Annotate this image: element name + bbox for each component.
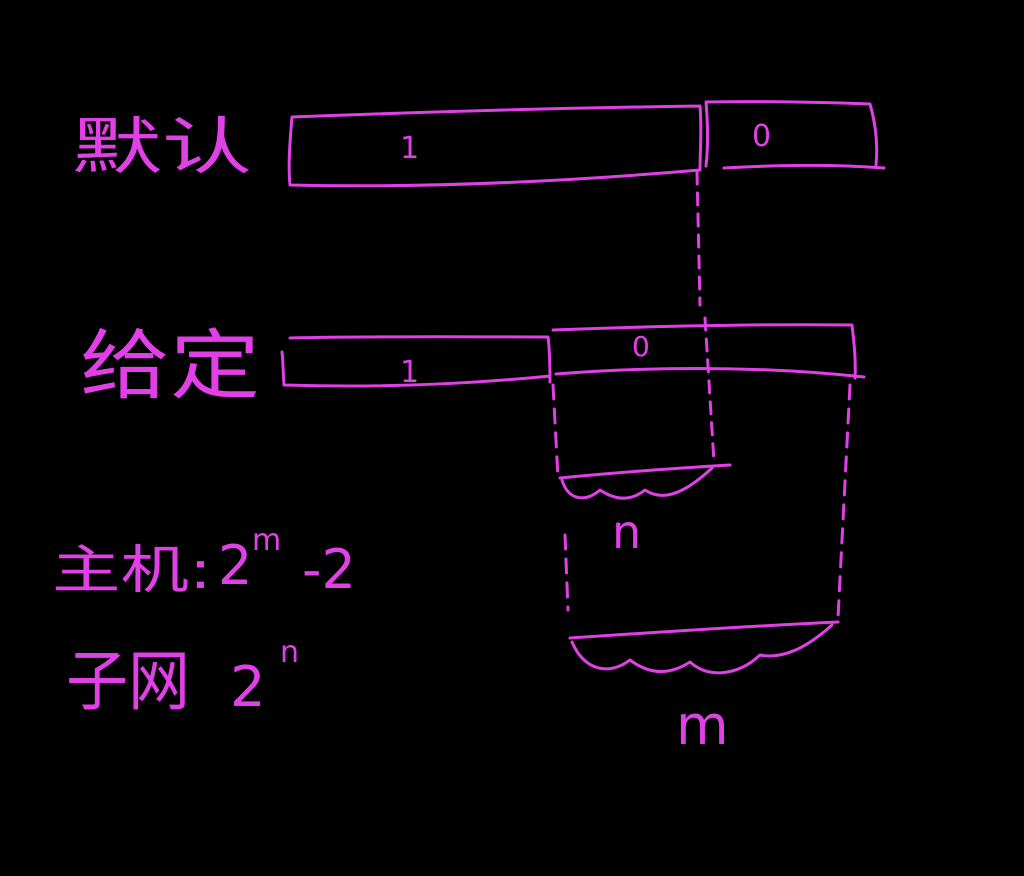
default-ones-digit: 1 <box>400 131 419 166</box>
brace-m-line <box>568 620 840 640</box>
default-zeros-digit: 0 <box>752 119 771 154</box>
brace-n-label: n <box>612 505 641 559</box>
given-left-dashed <box>551 383 570 612</box>
hosts-suffix: -2 <box>302 538 356 601</box>
default-label: 默认 <box>72 110 252 183</box>
subnets-exponent: n <box>280 635 299 670</box>
brace-m <box>568 620 840 675</box>
given-zeros-digit: 0 <box>632 330 650 363</box>
default-boundary-dashed <box>695 170 716 464</box>
default-zeros-segment <box>704 100 886 170</box>
brace-n <box>558 463 732 500</box>
given-zeros-segment <box>551 323 866 380</box>
brace-m-curl <box>570 623 834 675</box>
hosts-base: 2 <box>218 534 252 597</box>
subnets-label: 子网 <box>66 643 190 720</box>
default-ones-segment <box>287 104 703 188</box>
hosts-label: 主机: <box>52 541 212 601</box>
brace-n-curl <box>560 466 714 500</box>
subnets-base: 2 <box>230 655 266 720</box>
hosts-exponent: m <box>252 523 281 558</box>
default-bar <box>287 100 886 188</box>
given-label: 给定 <box>80 321 260 410</box>
brace-m-label: m <box>676 694 729 757</box>
given-bar <box>280 323 866 388</box>
given-right-dashed <box>836 383 852 620</box>
given-ones-segment <box>280 335 552 388</box>
brace-n-line <box>558 463 732 480</box>
given-ones-digit: 1 <box>400 355 419 390</box>
